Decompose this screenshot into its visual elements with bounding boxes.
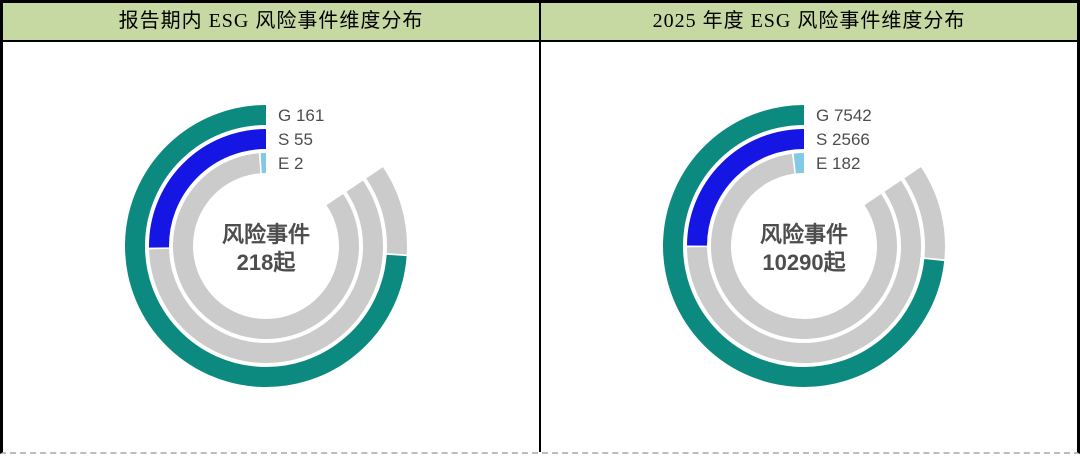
panel-title-2025: 2025 年度 ESG 风险事件维度分布	[541, 3, 1077, 42]
ring-track-G	[904, 167, 945, 260]
donut-chart-report-period: G 161 S 55 E 2 风险事件 218起	[125, 105, 407, 387]
chart-cell-2025: G 7542 S 2566 E 182 风险事件 10290起	[541, 42, 1077, 452]
ring-label-S: S 2566	[816, 130, 870, 149]
ring-label-G: G 7542	[816, 106, 872, 125]
ring-label-S: S 55	[278, 130, 313, 149]
ring-track-E	[173, 153, 359, 339]
ring-label-E: E 182	[816, 154, 860, 173]
ring-track-E	[711, 153, 897, 339]
center-value: 10290起	[762, 250, 846, 275]
panel-report-period: 报告期内 ESG 风险事件维度分布 G 161 S 55 E 2 风险事件 218起	[3, 3, 541, 452]
ring-bar-S	[687, 129, 805, 246]
ring-bar-G	[125, 105, 407, 387]
ring-label-G: G 161	[278, 106, 324, 125]
panel-title-report-period: 报告期内 ESG 风险事件维度分布	[3, 3, 539, 42]
ring-track-S	[687, 180, 921, 363]
ring-track-S	[149, 180, 383, 363]
ring-bar-G	[663, 105, 945, 387]
ring-bar-S	[149, 129, 267, 248]
panel-2025: 2025 年度 ESG 风险事件维度分布 G 7542 S 2566 E 182 风险…	[541, 3, 1077, 452]
center-value: 218起	[237, 250, 297, 275]
donut-chart-2025: G 7542 S 2566 E 182 风险事件 10290起	[663, 105, 945, 387]
center-label: 风险事件	[222, 222, 310, 247]
ring-label-E: E 2	[278, 154, 304, 173]
ring-bar-E	[793, 152, 805, 174]
ring-track-G	[366, 167, 407, 255]
center-label: 风险事件	[760, 222, 848, 247]
chart-cell-report-period: G 161 S 55 E 2 风险事件 218起	[3, 42, 539, 452]
